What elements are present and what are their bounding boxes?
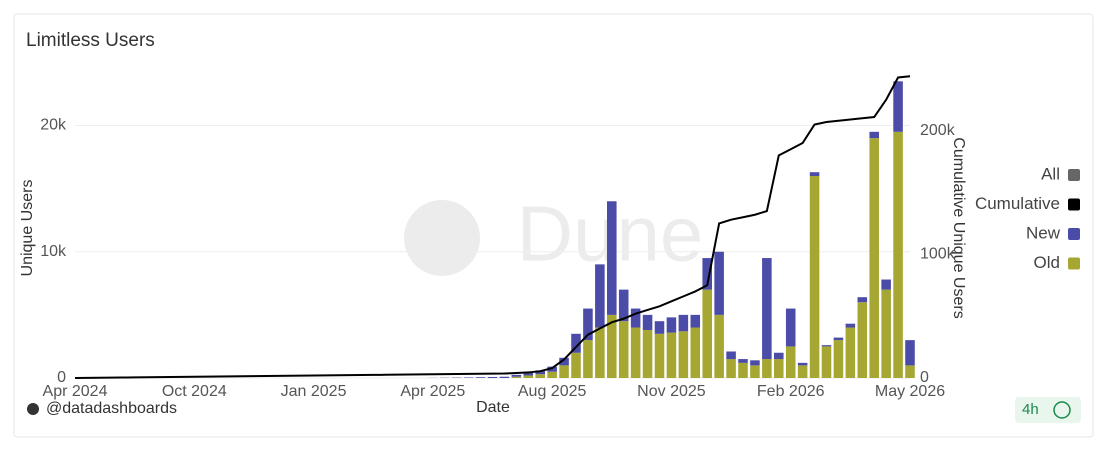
bar-segment <box>655 321 665 334</box>
bar-segment <box>798 365 808 378</box>
bar-segment <box>714 315 724 378</box>
bar-segment <box>464 377 474 378</box>
bar-segment <box>714 252 724 315</box>
bar-segment <box>893 81 903 132</box>
x-tick-label: Nov 2025 <box>637 383 706 400</box>
bar-segment <box>822 345 832 346</box>
bar-segment <box>893 132 903 378</box>
bar-segment <box>846 324 856 328</box>
bar-segment <box>691 315 701 328</box>
y-axis-label: Unique Users <box>19 180 36 277</box>
x-axis-label: Date <box>476 399 510 416</box>
bar-segment <box>667 317 677 332</box>
bar-segment <box>524 375 534 378</box>
bar-segment <box>834 338 844 341</box>
bar-segment <box>798 363 808 366</box>
bar-segment <box>595 328 605 379</box>
bar-segment <box>488 377 498 378</box>
bar-segment <box>547 372 557 378</box>
x-tick-label: May 2026 <box>875 383 945 400</box>
bar-segment <box>643 315 653 330</box>
bar-segment <box>905 340 915 365</box>
legend-label: All <box>1041 164 1060 183</box>
x-tick-label: Aug 2025 <box>518 383 587 400</box>
bar-segment <box>881 290 891 378</box>
bar-segment <box>774 359 784 378</box>
bar-segment <box>881 280 891 290</box>
bar-segment <box>559 365 569 378</box>
bar-segment <box>905 365 915 378</box>
author[interactable]: @datadashboards <box>46 400 177 417</box>
bar-segment <box>786 346 796 378</box>
x-tick-label: Oct 2024 <box>162 383 227 400</box>
y-tick-label: 10k <box>40 243 67 260</box>
legend-label: Cumulative <box>975 194 1060 213</box>
bar-segment <box>679 315 689 331</box>
bar-segment <box>631 309 641 328</box>
bar-segment <box>571 353 581 378</box>
bar-segment <box>846 328 856 379</box>
bar-segment <box>750 360 760 365</box>
legend-swatch <box>1068 228 1080 240</box>
bar-segment <box>583 340 593 378</box>
bar-segment <box>679 331 689 378</box>
x-tick-label: Jan 2025 <box>281 383 347 400</box>
x-tick-label: Apr 2024 <box>43 383 108 400</box>
bar-segment <box>834 340 844 378</box>
bar-segment <box>762 258 772 359</box>
bar-segment <box>595 264 605 327</box>
bar-segment <box>869 138 879 378</box>
bar-segment <box>822 346 832 378</box>
bar-segment <box>535 374 545 378</box>
bar-segment <box>512 377 522 378</box>
bar-segment <box>726 359 736 378</box>
y2-tick-label: 100k <box>920 246 956 263</box>
bar-segment <box>643 330 653 378</box>
y-tick-label: 20k <box>40 117 67 134</box>
bar-segment <box>774 353 784 359</box>
watermark-logo <box>404 200 480 276</box>
bar-segment <box>476 377 486 378</box>
legend-swatch <box>1068 169 1080 181</box>
bar-segment <box>858 302 868 378</box>
bar-segment <box>810 172 820 176</box>
bar-segment <box>655 334 665 378</box>
legend-swatch <box>1068 199 1080 211</box>
x-tick-label: Apr 2025 <box>400 383 465 400</box>
bar-segment <box>631 328 641 379</box>
bar-segment <box>691 328 701 379</box>
bar-segment <box>786 309 796 347</box>
bar-segment <box>750 365 760 378</box>
bar-segment <box>500 377 510 378</box>
y2-tick-label: 200k <box>920 122 956 139</box>
bar-segment <box>869 132 879 138</box>
bar-segment <box>858 297 868 302</box>
bar-segment <box>512 375 522 377</box>
x-tick-label: Feb 2026 <box>757 383 825 400</box>
bar-segment <box>810 176 820 378</box>
bar-segment <box>619 321 629 378</box>
age: 4h <box>1022 401 1039 418</box>
bar-segment <box>726 351 736 359</box>
legend-label: New <box>1026 223 1061 242</box>
bar-segment <box>738 359 748 363</box>
chart-title: Limitless Users <box>26 30 155 51</box>
bar-segment <box>762 359 772 378</box>
legend-label: Old <box>1034 253 1060 272</box>
bar-segment <box>738 363 748 378</box>
bar-segment <box>607 201 617 315</box>
bar-segment <box>667 333 677 378</box>
legend-swatch <box>1068 258 1080 270</box>
author-avatar <box>27 403 39 415</box>
bar-segment <box>702 290 712 378</box>
y2-axis-label: Cumulative Unique Users <box>950 137 967 318</box>
